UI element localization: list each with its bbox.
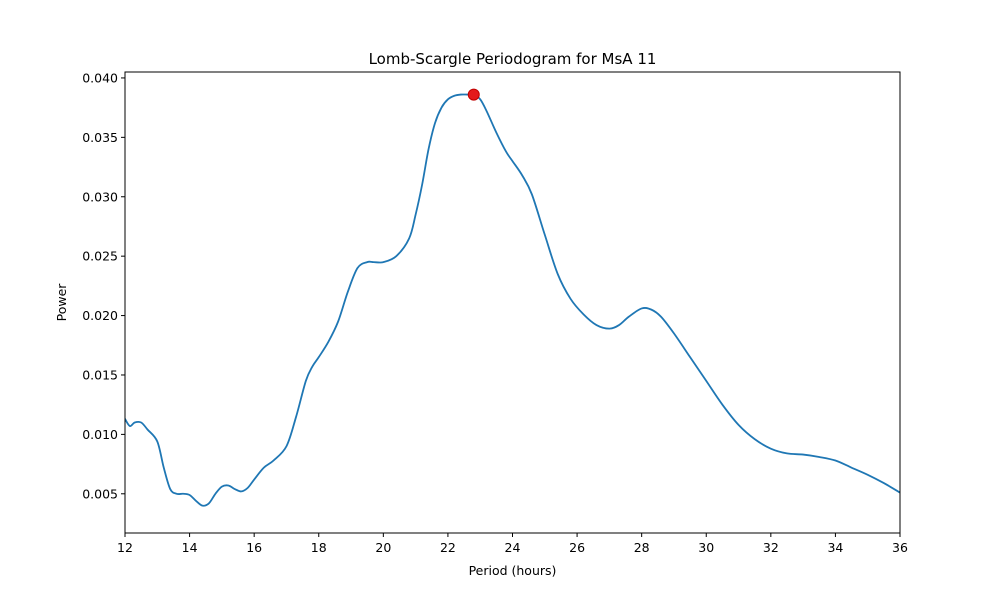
x-axis-ticks: 12 14 16 18 20 22 24 26 28 30 32 34 36 <box>117 533 908 555</box>
y-tick-label: 0.010 <box>82 427 118 442</box>
x-tick-label: 12 <box>117 540 133 555</box>
chart-title: Lomb-Scargle Periodogram for MsA 11 <box>369 50 657 68</box>
plot-area <box>125 88 900 507</box>
marker-layer <box>467 88 480 101</box>
y-tick-label: 0.005 <box>82 486 118 501</box>
series-layer <box>125 93 900 507</box>
x-axis-label: Period (hours) <box>469 563 557 578</box>
y-axis-label: Power <box>54 283 69 322</box>
y-tick-label: 0.035 <box>82 130 118 145</box>
x-tick-label: 34 <box>827 540 843 555</box>
y-axis-ticks: 0.005 0.010 0.015 0.020 0.025 0.030 0.035 0.040 <box>82 70 125 501</box>
x-tick-label: 32 <box>763 540 779 555</box>
peak-marker <box>467 88 480 101</box>
y-tick-label: 0.015 <box>82 367 118 382</box>
x-tick-label: 14 <box>182 540 198 555</box>
x-tick-label: 20 <box>375 540 391 555</box>
x-tick-label: 22 <box>440 540 456 555</box>
y-tick-label: 0.030 <box>82 189 118 204</box>
x-tick-label: 28 <box>634 540 650 555</box>
x-tick-label: 30 <box>698 540 714 555</box>
x-tick-label: 16 <box>246 540 262 555</box>
x-tick-label: 18 <box>311 540 327 555</box>
y-tick-label: 0.040 <box>82 70 118 85</box>
x-tick-label: 26 <box>569 540 585 555</box>
y-tick-label: 0.025 <box>82 249 118 264</box>
series-line-0 <box>125 93 900 507</box>
y-tick-label: 0.020 <box>82 308 118 323</box>
x-tick-label: 36 <box>892 540 908 555</box>
x-tick-label: 24 <box>505 540 521 555</box>
